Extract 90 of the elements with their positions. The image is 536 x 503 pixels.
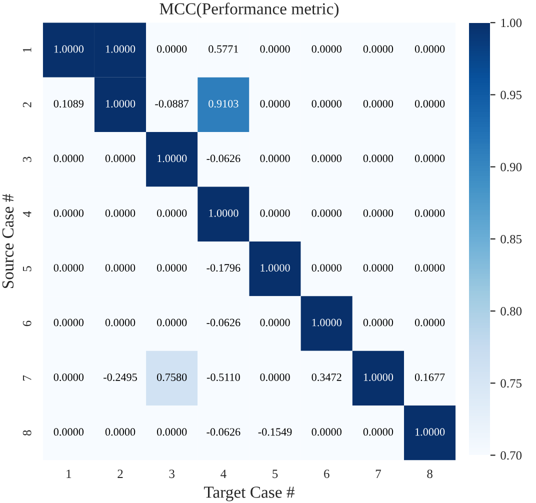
data-label: 0.0000 [260,209,290,217]
data-label: 0.0000 [312,209,342,217]
data-label: -0.0626 [206,428,240,436]
data-label: 0.0000 [363,318,394,326]
data-label: 0.0000 [414,45,445,53]
color-bar-label: 1.00 [501,18,522,28]
data-label: 0.0000 [260,100,290,108]
data-label: 0.0000 [54,264,84,272]
y-axis-title: Source Case # [2,194,14,288]
data-label: 0.0000 [260,45,290,53]
y-tick-label: 6 [22,320,32,326]
color-bar-label: 0.80 [500,307,522,316]
x-tick-label: 8 [427,470,432,478]
data-label: 0.0000 [105,154,136,162]
data-label: 1.0000 [416,428,445,436]
data-label: 0.0000 [363,154,394,162]
y-tick-label: 8 [22,430,32,436]
data-label: 0.0000 [54,154,84,162]
y-tick-label: 5 [23,266,32,272]
data-label: 0.0000 [105,264,136,272]
data-label: 0.0000 [363,209,394,217]
data-label: 0.0000 [54,209,84,217]
data-label: 0.0000 [414,154,445,162]
color-bar-label: 0.95 [500,90,522,100]
data-label: 0.1677 [414,373,445,382]
data-label: 0.0000 [157,318,187,326]
data-label: 0.0000 [312,264,342,272]
data-label: -0.0626 [206,154,240,162]
data-label: 1.0000 [312,318,342,326]
data-label: 0.0000 [312,45,342,53]
data-label: -0.2495 [104,373,137,382]
color-bar-label: 0.70 [500,451,522,460]
data-label: 0.0000 [157,45,187,53]
data-label: 1.0000 [106,45,136,53]
data-label: 1.0000 [209,209,238,217]
y-tick-label: 3 [22,156,32,162]
x-tick-label: 6 [324,470,330,478]
y-tick-label: 4 [22,211,32,217]
data-label: 0.0000 [105,428,136,436]
data-label: -0.0887 [155,100,189,108]
data-label: 0.3472 [312,373,342,382]
data-label: 0.0000 [157,209,187,217]
x-axis-title: Target Case # [204,486,294,502]
data-label: -0.1796 [206,264,240,272]
y-tick-label: 2 [22,102,32,108]
data-label: -0.0626 [206,318,240,326]
data-label: 0.0000 [54,373,84,382]
data-label: 1.0000 [260,264,290,272]
data-label: 0.0000 [363,100,394,108]
data-label: 0.1089 [54,100,84,108]
data-label: 0.0000 [414,100,445,108]
data-label: 0.0000 [414,209,445,217]
data-label: -0.5110 [206,373,240,382]
data-label: 0.0000 [414,264,445,272]
data-label: 0.0000 [363,428,394,436]
data-label: 0.7580 [157,373,187,382]
data-label: 0.0000 [312,154,342,162]
data-label: 0.0000 [414,318,445,326]
data-label: 0.0000 [260,373,290,382]
chart-title: MCC(Performance metric) [160,2,339,18]
data-label: 0.9103 [208,100,238,108]
data-label: 0.5771 [208,45,238,53]
data-label: 0.0000 [260,154,290,162]
data-label: 0.0000 [157,428,187,436]
x-tick-label: 3 [169,470,174,478]
data-label: 0.0000 [157,264,187,272]
x-tick-label: 7 [376,470,381,478]
color-bar-label: 0.85 [500,234,522,244]
x-tick-label: 1 [66,470,72,478]
data-label: 0.0000 [105,209,136,217]
data-label: 1.0000 [54,45,84,53]
data-label: 0.0000 [54,428,84,436]
color-bar-label: 0.75 [500,379,522,388]
data-label: 1.0000 [106,100,136,108]
data-label: 1.0000 [364,373,394,382]
data-label: 0.0000 [105,318,136,326]
y-tick-label: 7 [23,375,32,380]
color-bar-label: 0.90 [500,162,522,172]
x-tick-label: 2 [118,470,123,478]
x-tick-label: 4 [220,470,226,478]
data-label: 0.0000 [54,318,84,326]
data-label: -0.1549 [258,428,292,436]
data-label: 1.0000 [158,154,187,162]
data-label: 0.0000 [312,428,342,436]
data-label: 0.0000 [363,264,394,272]
x-tick-label: 5 [272,470,278,478]
data-label: 0.0000 [363,45,394,53]
y-tick-label: 1 [22,48,32,52]
data-label: 0.0000 [312,100,342,108]
data-label: 0.0000 [260,318,290,326]
